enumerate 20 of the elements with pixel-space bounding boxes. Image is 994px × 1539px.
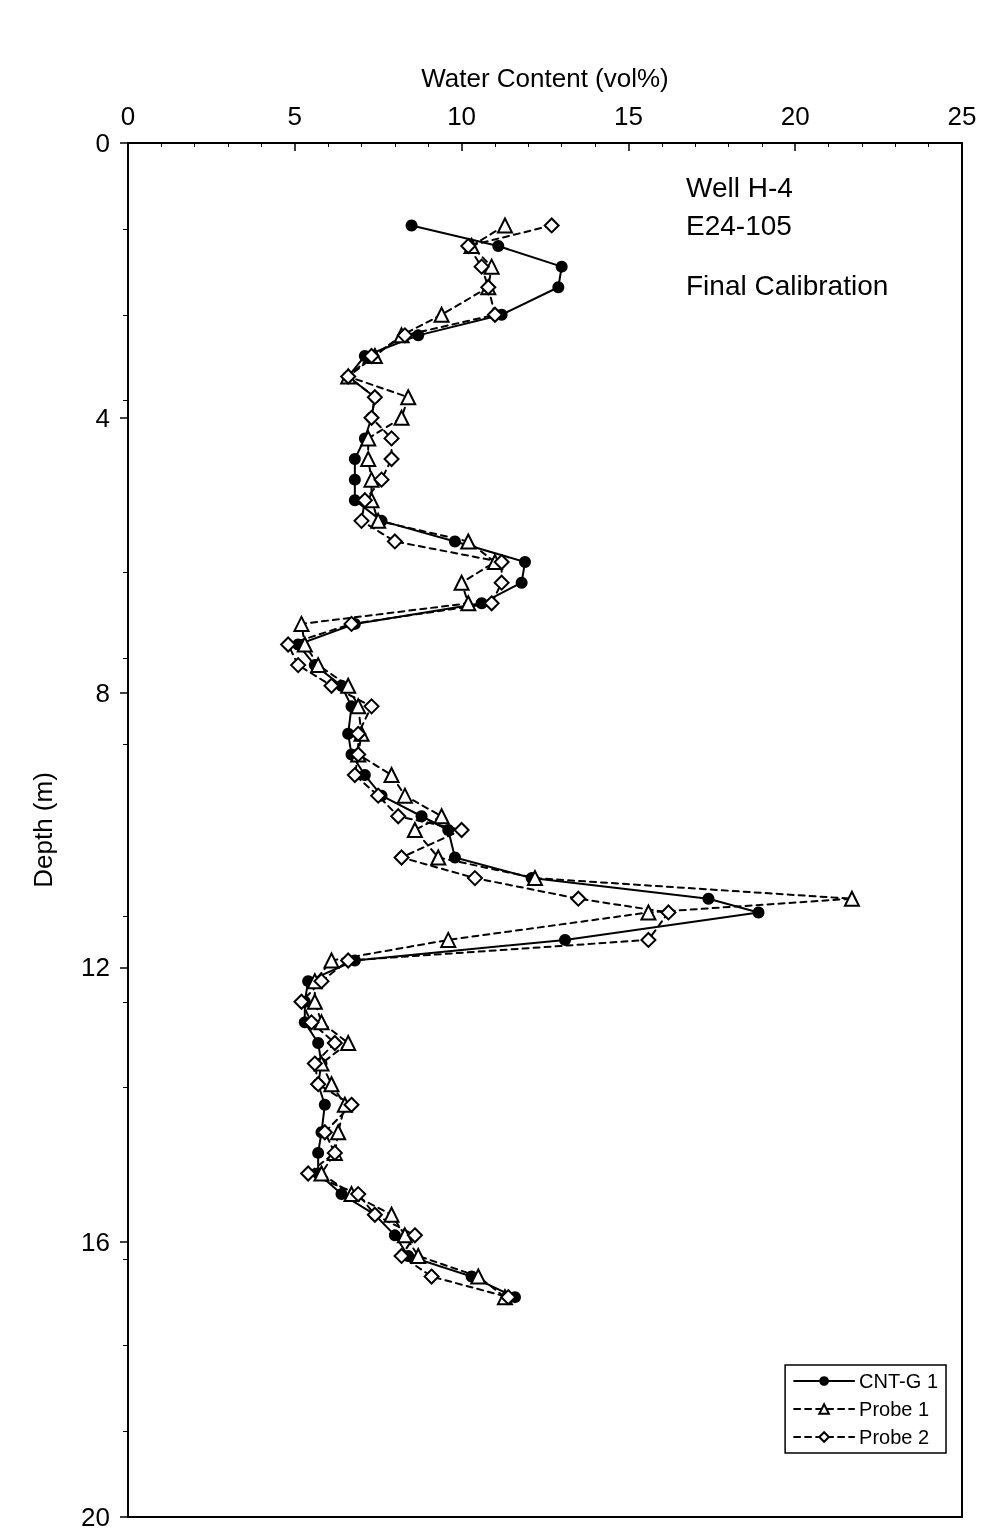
y-tick-label: 0 bbox=[95, 128, 110, 158]
y-tick-label: 16 bbox=[81, 1227, 110, 1258]
x-tick-label: 0 bbox=[120, 101, 136, 131]
legend-label: Probe 2 bbox=[859, 1426, 930, 1448]
x-tick-label: 10 bbox=[447, 101, 477, 131]
legend-label: Probe 1 bbox=[859, 1398, 930, 1420]
y-axis-title: Depth (m) bbox=[28, 772, 58, 888]
annotation: Final Calibration bbox=[686, 269, 889, 301]
annotation: E24-105 bbox=[686, 209, 792, 241]
x-tick-label: 5 bbox=[287, 101, 303, 131]
x-axis-title: Water Content (vol%) bbox=[421, 63, 669, 93]
y-tick-label: 8 bbox=[95, 677, 110, 708]
x-tick-label: 20 bbox=[780, 101, 810, 131]
legend-label: CNT-G 1 bbox=[859, 1370, 939, 1392]
y-tick-label: 20 bbox=[81, 1502, 110, 1532]
x-tick-label: 15 bbox=[613, 101, 643, 131]
annotation: Well H-4 bbox=[686, 171, 793, 203]
y-tick-label: 12 bbox=[81, 952, 110, 983]
y-tick-label: 4 bbox=[95, 402, 110, 433]
x-tick-label: 25 bbox=[947, 101, 977, 131]
